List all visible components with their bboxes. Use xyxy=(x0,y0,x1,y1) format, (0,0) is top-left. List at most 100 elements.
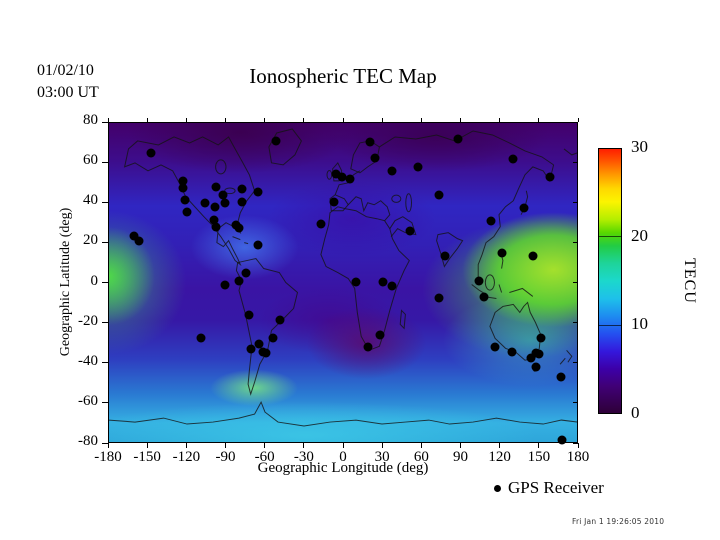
gps-receiver-dot xyxy=(244,310,254,320)
x-tick-mark xyxy=(460,443,461,448)
coastline-caspian-sea xyxy=(406,194,412,212)
gps-receiver-dot xyxy=(365,137,375,147)
coastline-new-guinea xyxy=(509,288,532,296)
y-tick-mark-right xyxy=(573,282,578,283)
y-tick-label: 80 xyxy=(83,112,98,128)
legend: GPS Receiver xyxy=(494,478,604,498)
y-tick-label: -40 xyxy=(78,352,98,369)
gps-receiver-dot xyxy=(237,184,247,194)
gps-receiver-dot xyxy=(519,203,529,213)
y-tick-mark xyxy=(102,201,108,203)
x-tick-mark-top xyxy=(107,118,109,122)
gps-receiver-dot xyxy=(268,333,278,343)
gps-receiver-dot xyxy=(528,251,538,261)
x-tick-mark xyxy=(107,443,109,448)
x-tick-mark-top xyxy=(460,118,461,122)
x-tick-mark xyxy=(303,443,305,448)
x-tick-mark xyxy=(538,443,540,448)
y-tick-mark xyxy=(102,402,108,404)
x-tick-mark-top xyxy=(146,118,148,122)
gps-receiver-dot xyxy=(440,251,450,261)
colorbar-unit-label: TECU xyxy=(681,258,698,304)
gps-receiver-dot xyxy=(507,347,517,357)
gps-receiver-dot xyxy=(363,342,373,352)
y-tick-mark xyxy=(102,121,108,123)
y-tick-mark xyxy=(102,241,108,243)
gps-receiver-dot xyxy=(486,216,496,226)
y-tick-mark xyxy=(102,442,108,444)
gps-receiver-dot xyxy=(178,183,188,193)
x-tick-label: 30 xyxy=(374,449,390,465)
coastline-sulawesi xyxy=(499,284,502,292)
x-tick-label: -30 xyxy=(293,449,314,465)
x-tick-mark xyxy=(264,443,266,448)
gps-receiver-dot xyxy=(254,339,264,349)
coastline-borneo xyxy=(485,275,494,290)
gps-receiver-dot xyxy=(275,315,285,325)
gps-receiver-dot xyxy=(434,293,444,303)
x-tick-mark xyxy=(381,443,383,448)
colorbar-tick-label: 20 xyxy=(631,225,648,245)
gps-receiver-dot xyxy=(209,215,219,225)
y-tick-mark xyxy=(102,362,108,364)
x-tick-mark xyxy=(577,443,579,448)
y-tick-mark xyxy=(102,322,108,324)
coastline-china-seasia xyxy=(478,201,513,283)
x-tick-label: -120 xyxy=(172,449,201,465)
gps-receiver-dot xyxy=(253,187,263,197)
gps-receiver-dot xyxy=(490,342,500,352)
gps-receiver-dot xyxy=(536,333,546,343)
gps-receiver-marker-icon xyxy=(494,484,501,492)
x-tick-label: -90 xyxy=(215,449,236,465)
gps-receiver-dot xyxy=(531,362,541,372)
gps-receiver-dot xyxy=(234,276,244,286)
y-tick-mark-right xyxy=(573,442,578,444)
y-tick-mark-right xyxy=(573,402,578,404)
coastline-africa xyxy=(321,207,409,351)
y-tick-label: 0 xyxy=(90,272,99,289)
x-tick-label: -150 xyxy=(133,449,161,465)
y-tick-label: 20 xyxy=(83,232,98,249)
gps-receiver-dot xyxy=(370,153,380,163)
gps-receiver-dot xyxy=(211,222,221,232)
y-tick-mark-right xyxy=(573,121,578,123)
gps-receiver-dot xyxy=(474,276,484,286)
x-tick-mark-top xyxy=(538,118,540,122)
gps-receiver-dot xyxy=(261,348,271,358)
y-tick-mark-right xyxy=(573,201,578,203)
gps-receiver-dot xyxy=(337,172,347,182)
gps-receiver-dot xyxy=(220,280,230,289)
gps-receiver-dot xyxy=(331,169,341,179)
y-tick-mark-right xyxy=(573,241,578,243)
gps-receiver-dot xyxy=(345,174,355,184)
x-tick-label: 180 xyxy=(566,449,590,465)
y-tick-label: -60 xyxy=(78,392,98,409)
gps-receiver-dot xyxy=(182,207,192,217)
colorbar-tick-line xyxy=(598,236,622,238)
x-axis-label: Geographic Longitude (deg) xyxy=(257,460,429,476)
y-tick-label: -80 xyxy=(78,433,98,449)
coastline-india xyxy=(437,233,463,267)
time-label: 03:00 UT xyxy=(37,84,99,101)
x-tick-label: -60 xyxy=(254,449,275,465)
gps-receiver-dot xyxy=(351,277,361,287)
page-title: Ionospheric TEC Map xyxy=(249,64,437,88)
x-tick-mark-top xyxy=(185,118,187,122)
y-tick-mark-right xyxy=(573,362,578,364)
gps-dots-layer xyxy=(109,123,577,445)
gps-receiver-dot xyxy=(220,198,230,208)
colorbar-tick-line xyxy=(598,324,622,326)
map-plot-area xyxy=(108,122,578,445)
colorbar-tick-label: 0 xyxy=(631,403,640,422)
timestamp-block: 01/02/10 03:00 UT xyxy=(37,60,99,104)
date-label: 01/02/10 xyxy=(37,62,94,79)
gps-receiver-dot xyxy=(241,268,251,278)
gps-receiver-dot xyxy=(218,190,228,200)
x-tick-mark-top xyxy=(264,118,266,122)
x-tick-mark-top xyxy=(342,118,344,122)
gps-receiver-dot xyxy=(387,281,397,291)
gps-receiver-dot xyxy=(234,223,244,233)
gps-receiver-dot xyxy=(196,333,206,343)
gps-receiver-dot xyxy=(434,190,444,200)
